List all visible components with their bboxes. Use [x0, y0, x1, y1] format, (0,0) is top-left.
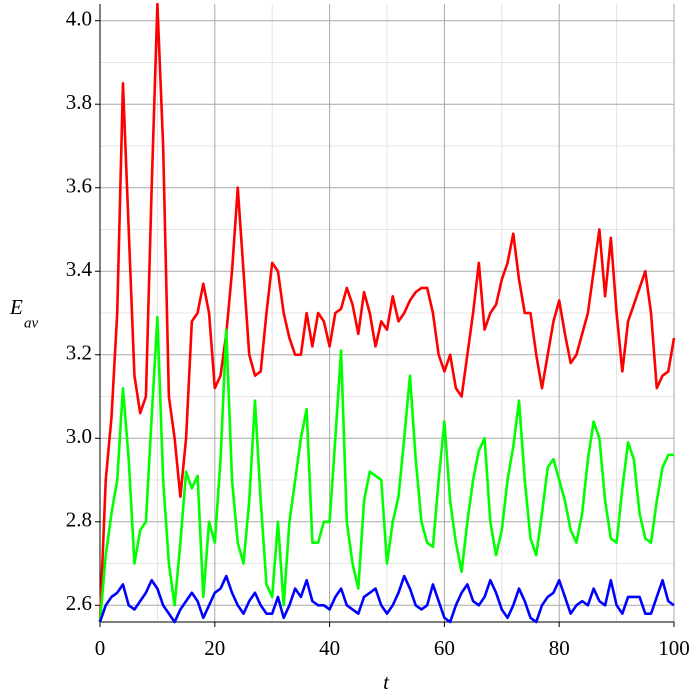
series-line	[98, 2, 676, 623]
y-tick-label: 3.0	[66, 424, 92, 448]
y-axis-label: E	[9, 295, 23, 319]
x-tick-label: 60	[434, 636, 455, 660]
series-line	[98, 574, 675, 624]
x-tick-label: 40	[319, 636, 340, 660]
y-tick-label: 3.6	[66, 174, 92, 198]
x-axis-label: t	[383, 670, 390, 694]
y-tick-label: 4.0	[66, 7, 92, 31]
y-tick-label: 3.4	[66, 257, 93, 281]
y-tick-label: 3.2	[66, 341, 92, 365]
x-tick-label: 100	[658, 636, 690, 660]
x-tick-label: 0	[95, 636, 106, 660]
x-tick-label: 80	[549, 636, 570, 660]
series-line	[98, 315, 674, 623]
x-tick-label: 20	[204, 636, 225, 660]
y-tick-label: 2.8	[66, 508, 92, 532]
y-axis-label-subscript: av	[24, 315, 39, 331]
y-tick-label: 2.6	[66, 591, 92, 615]
y-tick-label: 3.8	[66, 90, 92, 114]
